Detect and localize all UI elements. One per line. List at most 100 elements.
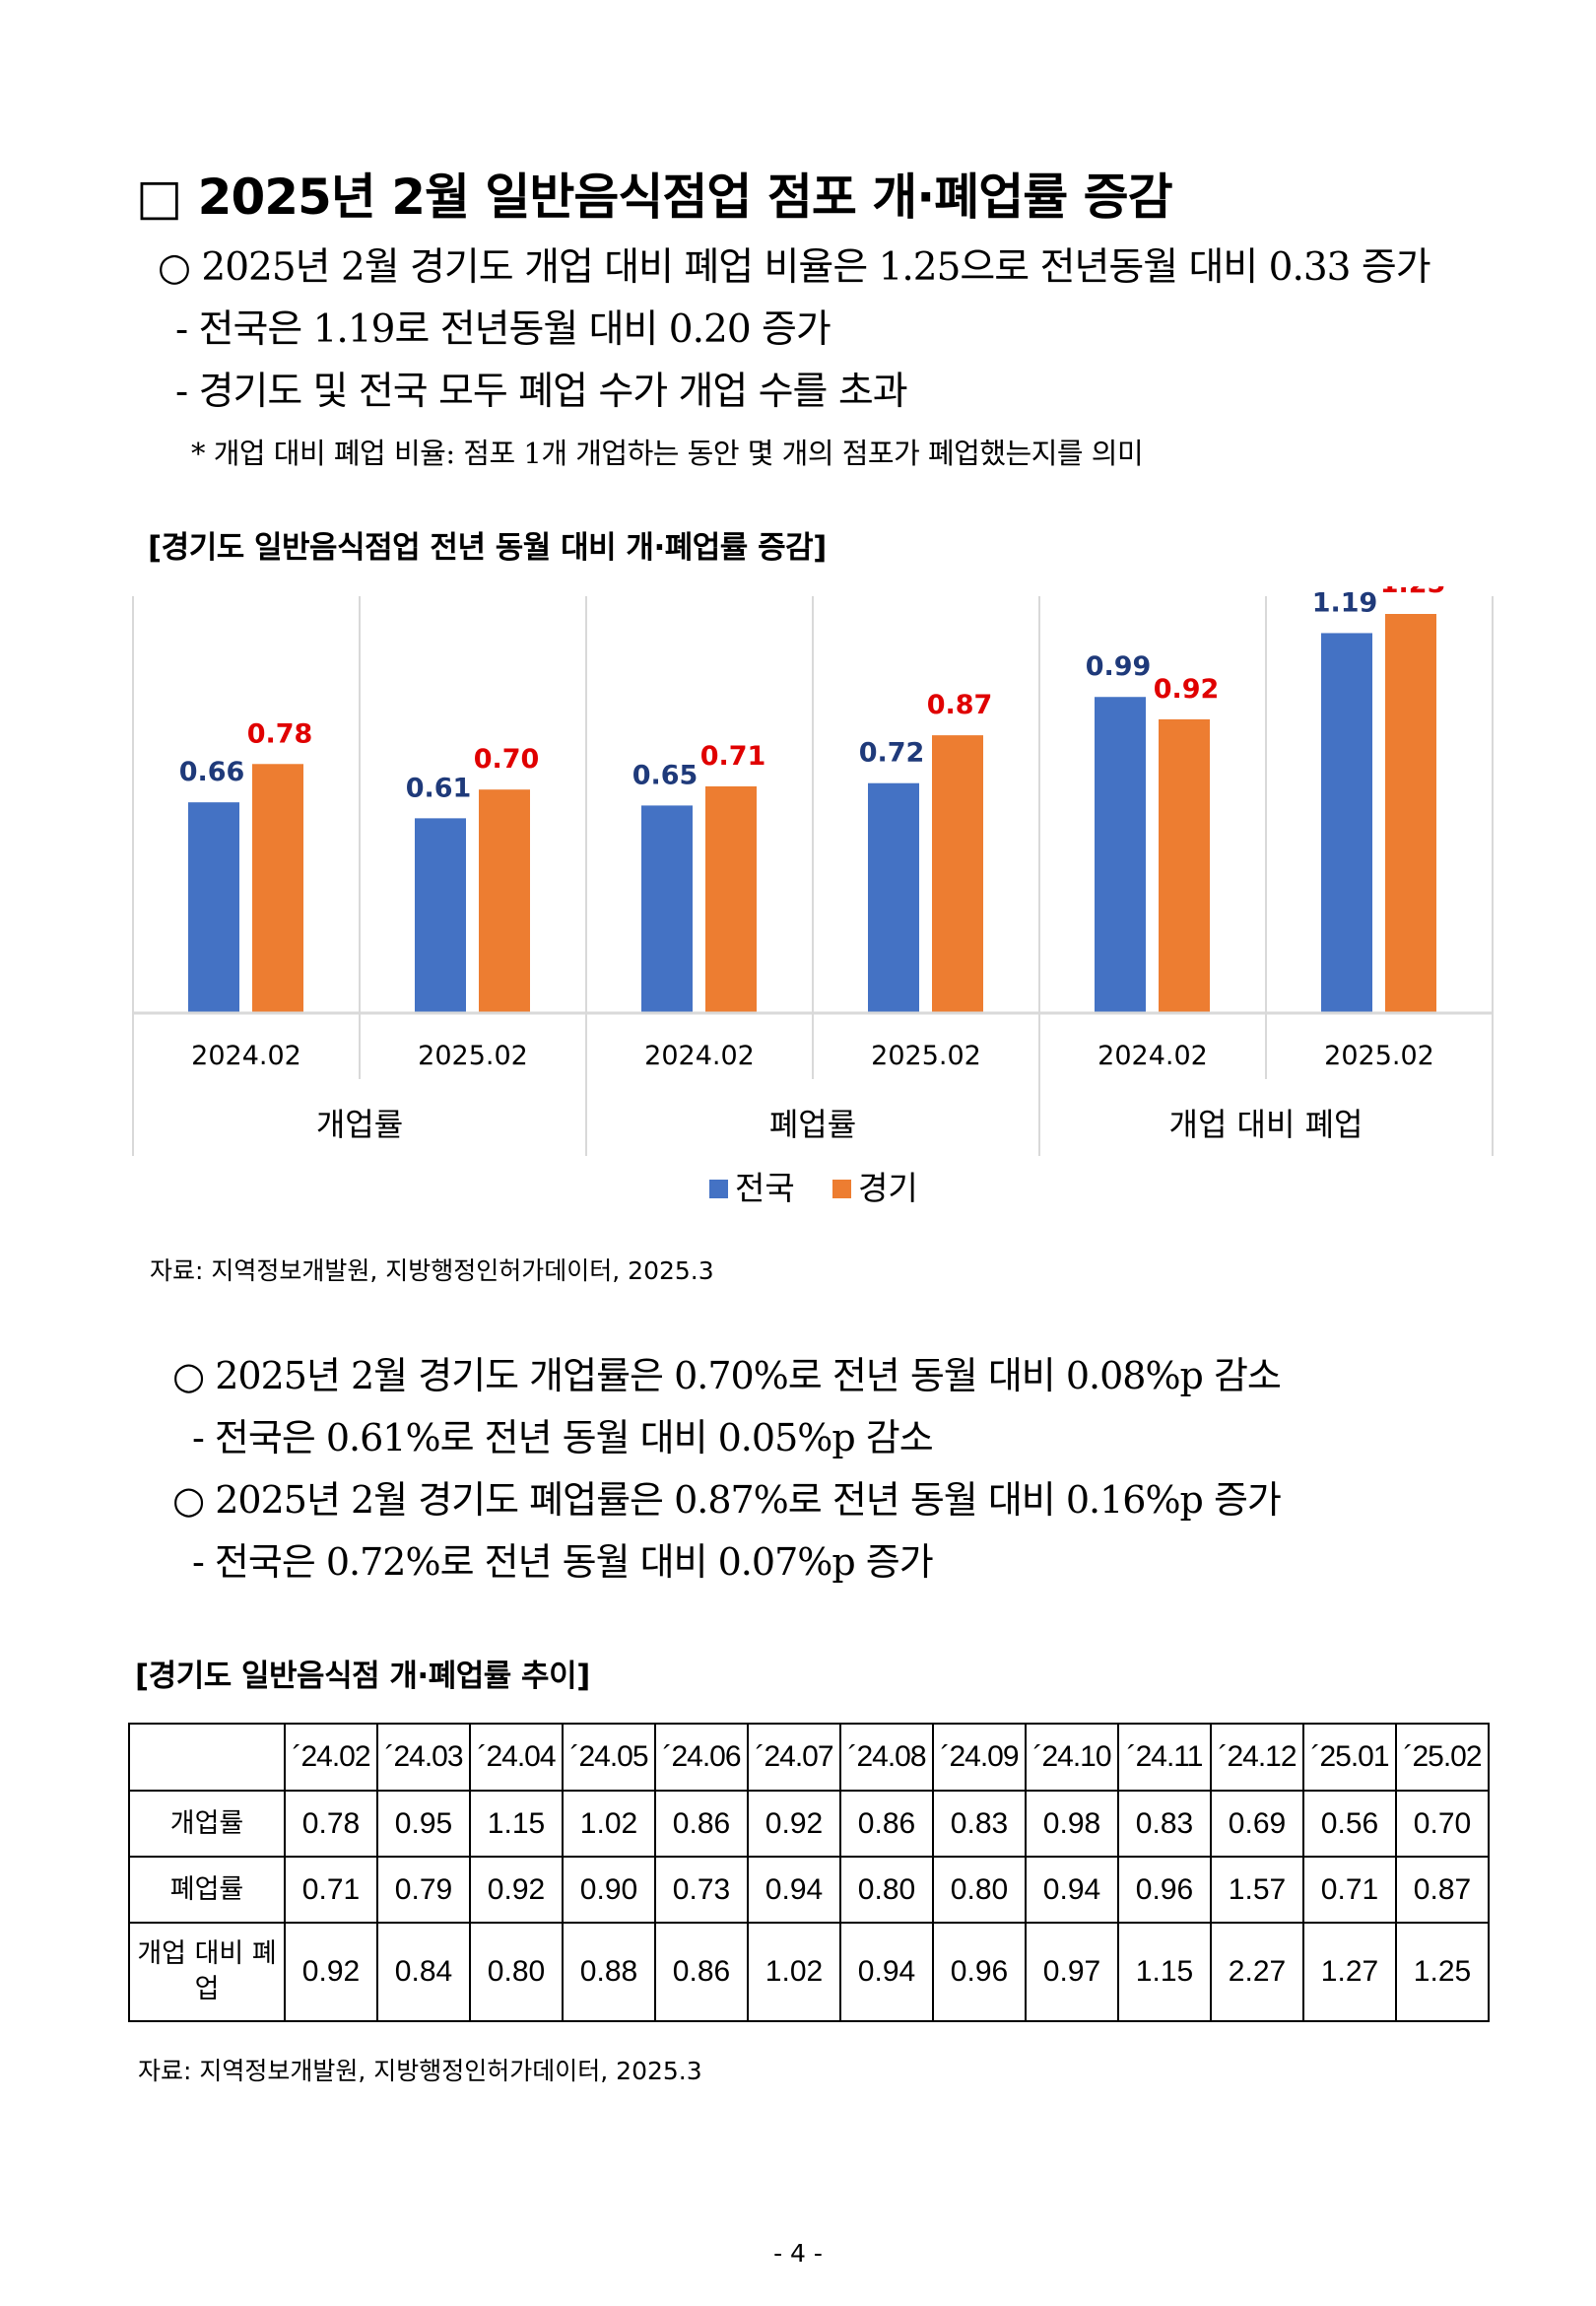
table-cell: 1.15 [1117,1922,1212,2022]
data-label: 0.70 [474,744,540,775]
table-cell: 0.79 [376,1856,471,1924]
row-label: 개업률 [128,1790,286,1858]
category-label: 2025.02 [418,1041,528,1071]
footnote: * 개업 대비 폐업 비율: 점포 1개 개업하는 동안 몇 개의 점포가 폐업… [191,437,1144,470]
chart-title: [경기도 일반음식점업 전년 동월 대비 개·폐업률 증감] [148,530,827,566]
table-cell: 1.02 [562,1790,656,1858]
table-cell: 0.97 [1025,1922,1119,2022]
summary-line-1: ○ 2025년 2월 경기도 개업 대비 폐업 비율은 1.25으로 전년동월 … [158,245,1431,290]
column-header: ´25.01 [1302,1723,1397,1792]
bar-경기-1 [252,764,303,1013]
table-cell: 0.80 [469,1922,564,2022]
bar-전국-2 [415,818,466,1013]
category-label: 2025.02 [871,1041,981,1071]
category-label: 2024.02 [191,1041,301,1071]
table-corner-cell [128,1723,286,1792]
data-label: 0.72 [859,738,925,769]
bar-전국-3 [641,805,693,1013]
table-cell: 1.57 [1210,1856,1304,1924]
data-label: 1.25 [1380,586,1446,599]
column-header: ´24.07 [747,1723,841,1792]
table-cell: 1.02 [747,1922,841,2022]
legend-swatch-경기 [832,1180,851,1198]
table-title: [경기도 일반음식점 개·폐업률 추이] [135,1659,590,1694]
column-header: ´24.06 [654,1723,749,1792]
column-header: ´24.04 [469,1723,564,1792]
detail-line-4: - 전국은 0.72%로 전년 동월 대비 0.07%p 증가 [192,1540,934,1584]
data-label: 0.66 [179,757,245,787]
bar-전국-6 [1321,633,1372,1013]
table-cell: 0.88 [562,1922,656,2022]
data-label: 0.99 [1086,651,1152,682]
table-cell: 0.92 [747,1790,841,1858]
row-label: 개업 대비 폐업 [128,1922,286,2022]
legend-label: 전국 [735,1169,795,1207]
group-label: 개업률 [316,1106,403,1143]
data-label: 0.92 [1154,674,1220,705]
bar-경기-2 [479,789,530,1013]
table-cell: 0.86 [839,1790,934,1858]
table-cell: 0.83 [1117,1790,1212,1858]
column-header: ´24.02 [284,1723,378,1792]
table-cell: 0.73 [654,1856,749,1924]
column-header: ´24.10 [1025,1723,1119,1792]
column-header: ´24.11 [1117,1723,1212,1792]
table-cell: 0.78 [284,1790,378,1858]
table-cell: 1.15 [469,1790,564,1858]
table-cell: 0.71 [284,1856,378,1924]
table-cell: 0.92 [284,1922,378,2022]
table-cell: 0.71 [1302,1856,1397,1924]
table-cell: 0.69 [1210,1790,1304,1858]
detail-line-2: - 전국은 0.61%로 전년 동월 대비 0.05%p 감소 [192,1416,934,1459]
bar-전국-1 [188,802,239,1013]
table-cell: 0.83 [932,1790,1027,1858]
group-label: 개업 대비 폐업 [1169,1106,1363,1143]
table-cell: 0.56 [1302,1790,1397,1858]
column-header: ´24.12 [1210,1723,1304,1792]
category-label: 2024.02 [1097,1041,1208,1071]
table-cell: 2.27 [1210,1922,1304,2022]
summary-line-2: - 전국은 1.19로 전년동월 대비 0.20 증가 [175,307,831,352]
legend-swatch-전국 [709,1180,728,1198]
rate-table: ´24.02 ´24.03 ´24.04 ´24.05 ´24.06 ´24.0… [128,1723,1490,2022]
table-cell: 1.25 [1395,1922,1490,2022]
table-cell: 0.94 [839,1922,934,2022]
table-cell: 0.94 [747,1856,841,1924]
page-number: - 4 - [773,2239,823,2268]
data-label: 0.61 [406,773,472,803]
table-cell: 1.27 [1302,1922,1397,2022]
detail-line-3: ○ 2025년 2월 경기도 폐업률은 0.87%로 전년 동월 대비 0.16… [172,1478,1282,1522]
table-row-close-rate: 폐업률 0.71 0.79 0.92 0.90 0.73 0.94 0.80 0… [128,1856,1490,1924]
table-cell: 0.98 [1025,1790,1119,1858]
data-label: 1.19 [1312,587,1378,618]
table-cell: 0.96 [932,1922,1027,2022]
column-header: ´24.05 [562,1723,656,1792]
row-label: 폐업률 [128,1856,286,1924]
column-header: ´24.08 [839,1723,934,1792]
table-cell: 0.80 [932,1856,1027,1924]
table-cell: 0.86 [654,1922,749,2022]
bar-경기-4 [932,735,983,1013]
group-label: 폐업률 [769,1106,856,1143]
bar-경기-5 [1159,718,1210,1013]
table-cell: 0.90 [562,1856,656,1924]
data-label: 0.87 [927,690,993,720]
page-heading: □ 2025년 2월 일반음식점업 점포 개·폐업률 증감 [136,169,1173,226]
column-header: ´24.03 [376,1723,471,1792]
table-row-open-rate: 개업률 0.78 0.95 1.15 1.02 0.86 0.92 0.86 0… [128,1790,1490,1858]
table-cell: 0.92 [469,1856,564,1924]
table-cell: 0.86 [654,1790,749,1858]
category-label: 2024.02 [644,1041,755,1071]
table-source: 자료: 지역정보개발원, 지방행정인허가데이터, 2025.3 [138,2057,702,2085]
table-cell: 0.70 [1395,1790,1490,1858]
summary-line-3: - 경기도 및 전국 모두 폐업 수가 개업 수를 초과 [175,370,908,414]
bar-전국-4 [868,782,919,1013]
column-header: ´25.02 [1395,1723,1490,1792]
detail-line-1: ○ 2025년 2월 경기도 개업률은 0.70%로 전년 동월 대비 0.08… [172,1354,1282,1397]
column-header: ´24.09 [932,1723,1027,1792]
bar-chart: 0.660.782024.020.610.702025.02개업률0.650.7… [132,586,1494,1207]
bar-경기-6 [1385,614,1436,1013]
table-cell: 0.96 [1117,1856,1212,1924]
category-label: 2025.02 [1324,1041,1434,1071]
data-label: 0.65 [632,760,698,790]
